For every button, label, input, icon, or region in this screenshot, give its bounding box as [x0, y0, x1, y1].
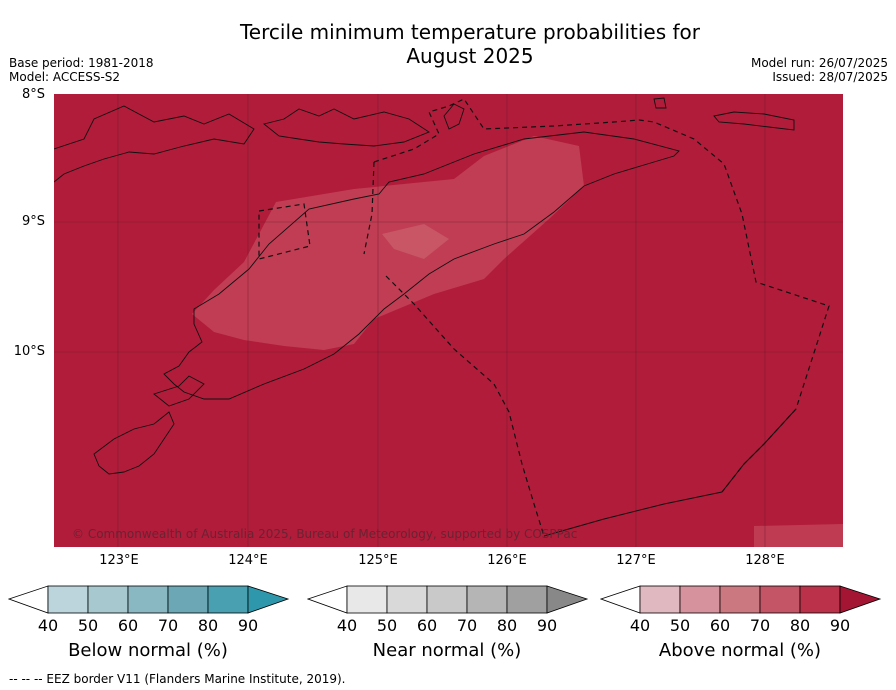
copyright-notice: © Commonwealth of Australia 2025, Bureau… [72, 527, 577, 541]
lon-label-125e: 125°E [358, 553, 398, 568]
below-tick-60: 60 [117, 616, 139, 635]
above-tick-40: 40 [629, 616, 651, 635]
below-tick-70: 70 [157, 616, 179, 635]
title-line-1: Tercile minimum temperature probabilitie… [239, 20, 701, 44]
below-tick-90: 90 [237, 616, 259, 635]
probability-field-90 [54, 94, 843, 547]
probability-map: © Commonwealth of Australia 2025, Bureau… [54, 94, 843, 547]
lon-label-128e: 128°E [745, 553, 785, 568]
below-tick-50: 50 [77, 616, 99, 635]
above-tick-90: 90 [829, 616, 851, 635]
near-tick-40: 40 [336, 616, 358, 635]
above-tick-60: 60 [709, 616, 731, 635]
eez-solid-segment [543, 491, 723, 537]
base-period: Base period: 1981-2018 [9, 56, 154, 70]
colorbar-near [307, 585, 589, 614]
model-name: Model: ACCESS-S2 [9, 70, 121, 84]
below-high-arrow [247, 585, 290, 614]
above-high-arrow [839, 585, 882, 614]
near-tick-70: 70 [456, 616, 478, 635]
below-tick-40: 40 [37, 616, 59, 635]
below-low-arrow [8, 585, 49, 614]
below-tick-80: 80 [197, 616, 219, 635]
map-title: Tercile minimum temperature probabilitie… [0, 20, 896, 68]
below-normal-label: Below normal (%) [68, 640, 228, 661]
eez-solid-segment-2 [721, 408, 797, 493]
near-tick-80: 80 [496, 616, 518, 635]
lat-label-9s: 9°S [21, 214, 45, 229]
meta-right: Model run: 26/07/2025 Issued: 28/07/2025 [751, 56, 888, 84]
colorbar-below [8, 585, 290, 614]
above-tick-80: 80 [789, 616, 811, 635]
probability-field-80-corner [754, 524, 843, 547]
lat-label-10s: 10°S [13, 344, 45, 359]
colorbar-above [600, 585, 882, 614]
model-run: Model run: 26/07/2025 [750, 56, 888, 70]
near-tick-50: 50 [376, 616, 398, 635]
above-low-arrow [600, 585, 641, 614]
lon-label-126e: 126°E [487, 553, 527, 568]
eez-footnote: -- -- -- EEZ border V11 (Flanders Marine… [9, 672, 346, 686]
lon-label-127e: 127°E [616, 553, 656, 568]
probability-field-70 [382, 224, 449, 259]
lon-label-124e: 124°E [228, 553, 268, 568]
near-tick-90: 90 [536, 616, 558, 635]
issued-date: Issued: 28/07/2025 [772, 70, 888, 84]
lat-label-8s: 8°S [21, 87, 45, 102]
eez-border [258, 98, 830, 537]
title-line-2: August 2025 [406, 44, 534, 68]
meta-left: Base period: 1981-2018 Model: ACCESS-S2 [9, 56, 154, 84]
near-high-arrow [546, 585, 589, 614]
above-tick-70: 70 [749, 616, 771, 635]
probability-field-80 [192, 136, 584, 350]
coastlines [54, 97, 795, 475]
graticule [54, 94, 843, 547]
near-normal-label: Near normal (%) [372, 640, 522, 661]
near-low-arrow [307, 585, 348, 614]
near-tick-60: 60 [416, 616, 438, 635]
above-normal-label: Above normal (%) [658, 640, 822, 661]
above-tick-50: 50 [669, 616, 691, 635]
lon-label-123e: 123°E [99, 553, 139, 568]
